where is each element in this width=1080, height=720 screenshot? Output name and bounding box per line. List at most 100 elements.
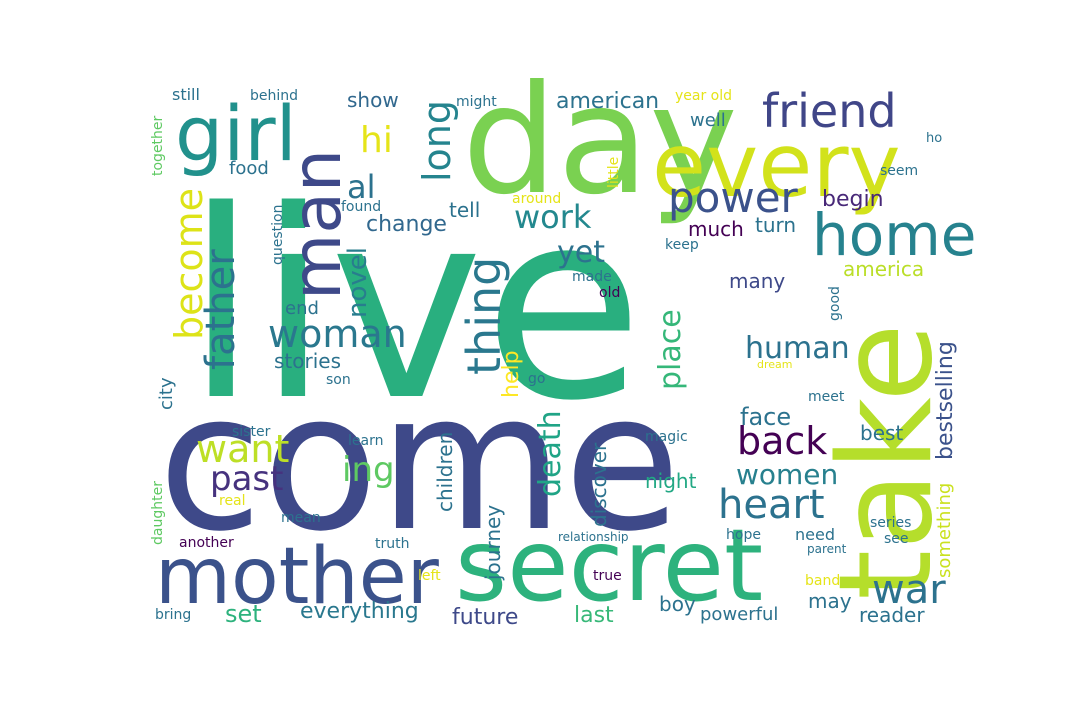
word: want	[196, 427, 289, 471]
word: son	[326, 372, 351, 388]
word: learn	[348, 433, 383, 449]
word: children	[433, 432, 457, 512]
word: woman	[268, 312, 407, 356]
word: become	[167, 188, 211, 340]
word: everything	[300, 599, 419, 624]
word: series	[870, 515, 911, 531]
word: hope	[726, 527, 761, 543]
word: daughter	[150, 481, 166, 545]
word: together	[150, 115, 166, 176]
word: last	[574, 603, 614, 628]
word: need	[795, 525, 835, 544]
word: bestselling	[933, 341, 958, 460]
word: power	[668, 173, 799, 222]
word: come	[158, 352, 681, 573]
word: relationship	[558, 530, 629, 544]
word: city	[156, 377, 177, 410]
word: long	[415, 100, 459, 182]
word: hi	[360, 120, 393, 161]
word: go	[528, 371, 545, 387]
word: magic	[645, 429, 688, 445]
word: girl	[175, 89, 297, 178]
word: face	[740, 403, 791, 431]
word: human	[745, 331, 850, 366]
word: back	[737, 419, 827, 463]
word: keep	[665, 237, 699, 253]
word: war	[872, 567, 946, 613]
word: band	[805, 573, 840, 589]
word: much	[688, 217, 744, 241]
word: change	[366, 212, 447, 237]
word: little	[606, 157, 622, 188]
word: place	[653, 309, 688, 390]
word: past	[210, 459, 283, 499]
word: well	[690, 110, 726, 131]
word: old	[599, 285, 620, 301]
word: best	[860, 421, 903, 445]
word: yet	[557, 235, 605, 270]
word: boy	[659, 592, 696, 616]
word: sister	[232, 424, 271, 440]
word: discover	[587, 442, 611, 527]
word: left	[418, 568, 441, 584]
word: truth	[375, 536, 409, 552]
word: stories	[274, 349, 341, 373]
word: meet	[808, 389, 845, 405]
word: true	[593, 568, 622, 584]
word: bring	[155, 607, 191, 623]
word: made	[572, 269, 612, 285]
word: dream	[757, 358, 793, 371]
word: parent	[807, 542, 847, 556]
word: future	[452, 605, 518, 630]
word: show	[347, 88, 399, 112]
word: secret	[455, 507, 763, 624]
word: another	[179, 535, 234, 551]
word: turn	[755, 213, 796, 237]
word: year old	[675, 88, 732, 104]
word: women	[736, 458, 838, 491]
word: ho	[926, 131, 942, 146]
word: help	[499, 350, 524, 398]
word: set	[225, 600, 262, 628]
word: journey	[481, 505, 505, 581]
word: novel	[343, 247, 373, 318]
word: mother	[155, 532, 440, 622]
word: around	[512, 191, 561, 207]
word: ing	[342, 450, 395, 490]
word: mean	[281, 510, 321, 526]
word: real	[219, 493, 246, 509]
word: heart	[718, 482, 825, 528]
word: good	[827, 286, 843, 321]
word: question	[270, 205, 286, 265]
word: work	[514, 198, 592, 236]
word: seem	[880, 163, 918, 179]
word: day	[462, 54, 738, 228]
word: al	[347, 168, 376, 206]
word: death	[533, 410, 568, 497]
word: food	[229, 158, 269, 179]
word: america	[843, 257, 924, 281]
word: end	[285, 298, 319, 319]
word: reader	[859, 603, 925, 627]
word: see	[884, 531, 909, 547]
word: begin	[822, 187, 884, 212]
word: found	[341, 199, 381, 215]
word: thing	[457, 257, 511, 375]
word: take	[812, 323, 961, 600]
word: live	[185, 156, 643, 458]
word: many	[729, 269, 785, 293]
word: father	[198, 249, 244, 370]
word: night	[645, 469, 697, 493]
word: home	[812, 201, 976, 269]
word: man	[278, 149, 357, 300]
word: something	[934, 483, 955, 578]
word: american	[556, 89, 659, 114]
word: may	[808, 589, 852, 613]
word: tell	[449, 198, 480, 222]
word: every	[652, 114, 901, 217]
word: behind	[250, 88, 298, 104]
word: powerful	[700, 604, 778, 625]
word: might	[456, 94, 497, 110]
word: friend	[762, 84, 897, 138]
